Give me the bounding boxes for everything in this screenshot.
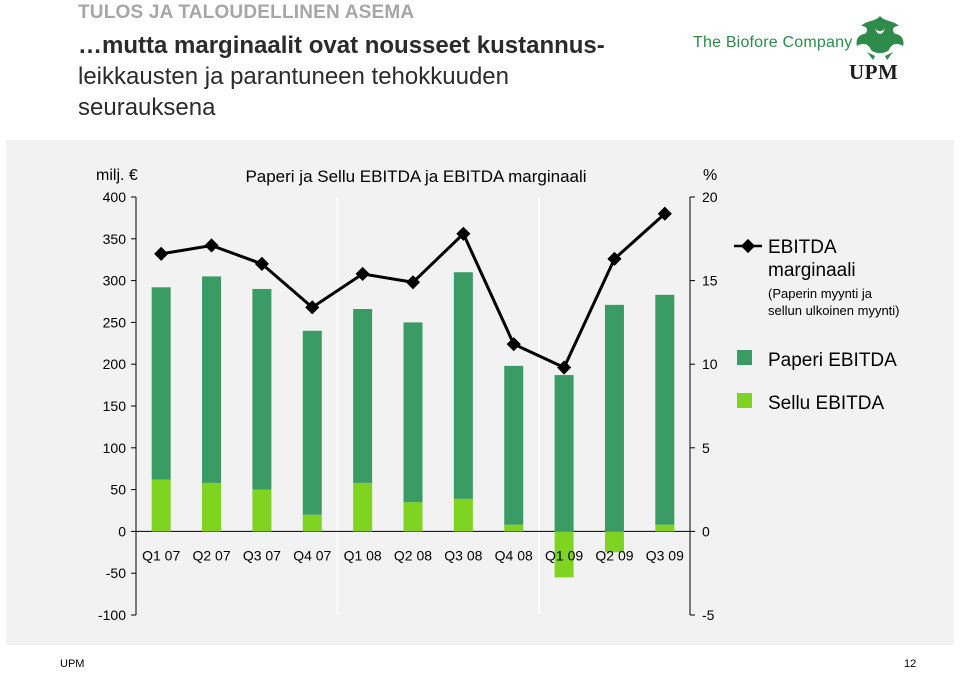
bar-sellu-Q2-07 (202, 482, 222, 532)
margin-point-Q2-08 (405, 275, 421, 290)
legend-paperi-swatch (737, 350, 752, 365)
bar-paperi-Q1-08 (353, 309, 373, 483)
bar-paperi-Q3-07 (252, 288, 272, 490)
y-tick-label: 100 (103, 440, 127, 456)
headline: …mutta marginaalit ovat nousseet kustann… (78, 30, 678, 123)
margin-point-Q3-07 (254, 256, 269, 271)
bar-sellu-Q3-09 (655, 524, 675, 532)
x-tick-label: Q2 07 (192, 547, 230, 563)
bar-paperi-Q2-08 (403, 322, 423, 503)
y-tick-label: -100 (98, 607, 126, 623)
bar-paperi-Q2-07 (202, 276, 222, 483)
y-tick-label: 150 (103, 398, 127, 414)
bar-sellu-Q1-09 (554, 531, 574, 578)
margin-point-Q4-08 (506, 337, 521, 352)
bar-sellu-Q3-07 (252, 489, 272, 532)
y-tick-label: 0 (118, 523, 126, 539)
y-tick-label: -50 (106, 565, 126, 581)
y-axis-left-label: milj. € (96, 167, 138, 184)
x-tick-label: Q4 07 (293, 547, 331, 563)
biofore-tagline: The Biofore Company (693, 34, 853, 51)
y2-tick-label: -5 (702, 607, 715, 623)
x-tick-label: Q1 07 (142, 547, 180, 563)
x-tick-label: Q3 09 (646, 547, 684, 563)
margin-point-Q3-09 (657, 206, 672, 221)
footer-left: UPM (60, 658, 85, 670)
bar-sellu-Q1-07 (151, 479, 171, 532)
x-tick-label: Q1 09 (545, 547, 583, 563)
x-tick-label: Q4 08 (495, 547, 533, 563)
x-tick-label: Q2 08 (394, 547, 432, 563)
y-tick-label: 350 (103, 231, 127, 247)
bar-sellu-Q4-08 (504, 524, 524, 532)
bar-paperi-Q2-09 (604, 304, 624, 532)
y2-tick-label: 10 (702, 356, 718, 372)
legend-sellu-swatch (737, 393, 752, 408)
headline-line-2: leikkausten ja parantuneen tehokkuuden (78, 63, 509, 90)
y-tick-label: 300 (103, 273, 127, 289)
margin-point-Q1-09 (557, 360, 572, 375)
headline-line-1: …mutta marginaalit ovat nousseet kustann… (78, 32, 605, 59)
chart-title: Paperi ja Sellu EBITDA ja EBITDA margina… (245, 167, 586, 186)
bar-sellu-Q3-08 (453, 498, 473, 532)
y2-tick-label: 5 (702, 440, 710, 456)
legend-margin-line1: EBITDA (768, 237, 837, 258)
bar-paperi-Q3-09 (655, 294, 675, 525)
legend-margin-sub1: (Paperin myynti ja (768, 286, 873, 301)
y-tick-label: 200 (103, 356, 127, 372)
margin-point-Q4-07 (305, 300, 320, 315)
x-tick-label: Q3 08 (444, 547, 482, 563)
y-axis-right-label: % (703, 167, 717, 184)
margin-point-Q3-08 (456, 226, 471, 241)
upm-griffin-icon (856, 16, 904, 60)
y2-tick-label: 20 (702, 189, 718, 205)
section-label: TULOS JA TALOUDELLINEN ASEMA (78, 2, 415, 23)
bar-sellu-Q4-07 (302, 514, 322, 532)
legend-marker-margin-diamond (740, 238, 756, 254)
x-tick-label: Q2 09 (595, 547, 633, 563)
legend-sellu-label: Sellu EBITDA (768, 393, 884, 414)
legend-paperi-label: Paperi EBITDA (768, 350, 897, 371)
legend-margin-sub2: sellun ulkoinen myynti) (768, 303, 900, 318)
x-tick-label: Q3 07 (243, 547, 281, 563)
y2-tick-label: 0 (702, 523, 710, 539)
bar-paperi-Q4-07 (302, 330, 322, 515)
page-number: 12 (904, 658, 917, 670)
bar-paperi-Q1-07 (151, 287, 171, 480)
bar-paperi-Q3-08 (453, 272, 473, 499)
margin-point-Q1-08 (355, 266, 370, 281)
x-tick-label: Q1 08 (344, 547, 382, 563)
bar-paperi-Q4-08 (504, 365, 524, 525)
margin-point-Q2-07 (204, 238, 219, 253)
bar-sellu-Q2-09 (604, 531, 624, 553)
upm-logo-text: UPM (849, 60, 899, 84)
margin-point-Q2-09 (607, 251, 622, 266)
y-tick-label: 50 (110, 482, 126, 498)
bar-sellu-Q1-08 (353, 482, 373, 532)
y-tick-label: 250 (103, 314, 127, 330)
y-tick-label: 400 (103, 189, 127, 205)
y2-tick-label: 15 (702, 273, 718, 289)
margin-point-Q1-07 (154, 246, 169, 261)
bar-sellu-Q2-08 (403, 502, 423, 532)
legend: EBITDA marginaali (Paperin myynti ja sel… (734, 237, 900, 414)
bar-paperi-Q1-09 (554, 375, 574, 532)
legend-margin-line2: marginaali (768, 260, 856, 281)
headline-line-3: seurauksena (78, 94, 216, 121)
